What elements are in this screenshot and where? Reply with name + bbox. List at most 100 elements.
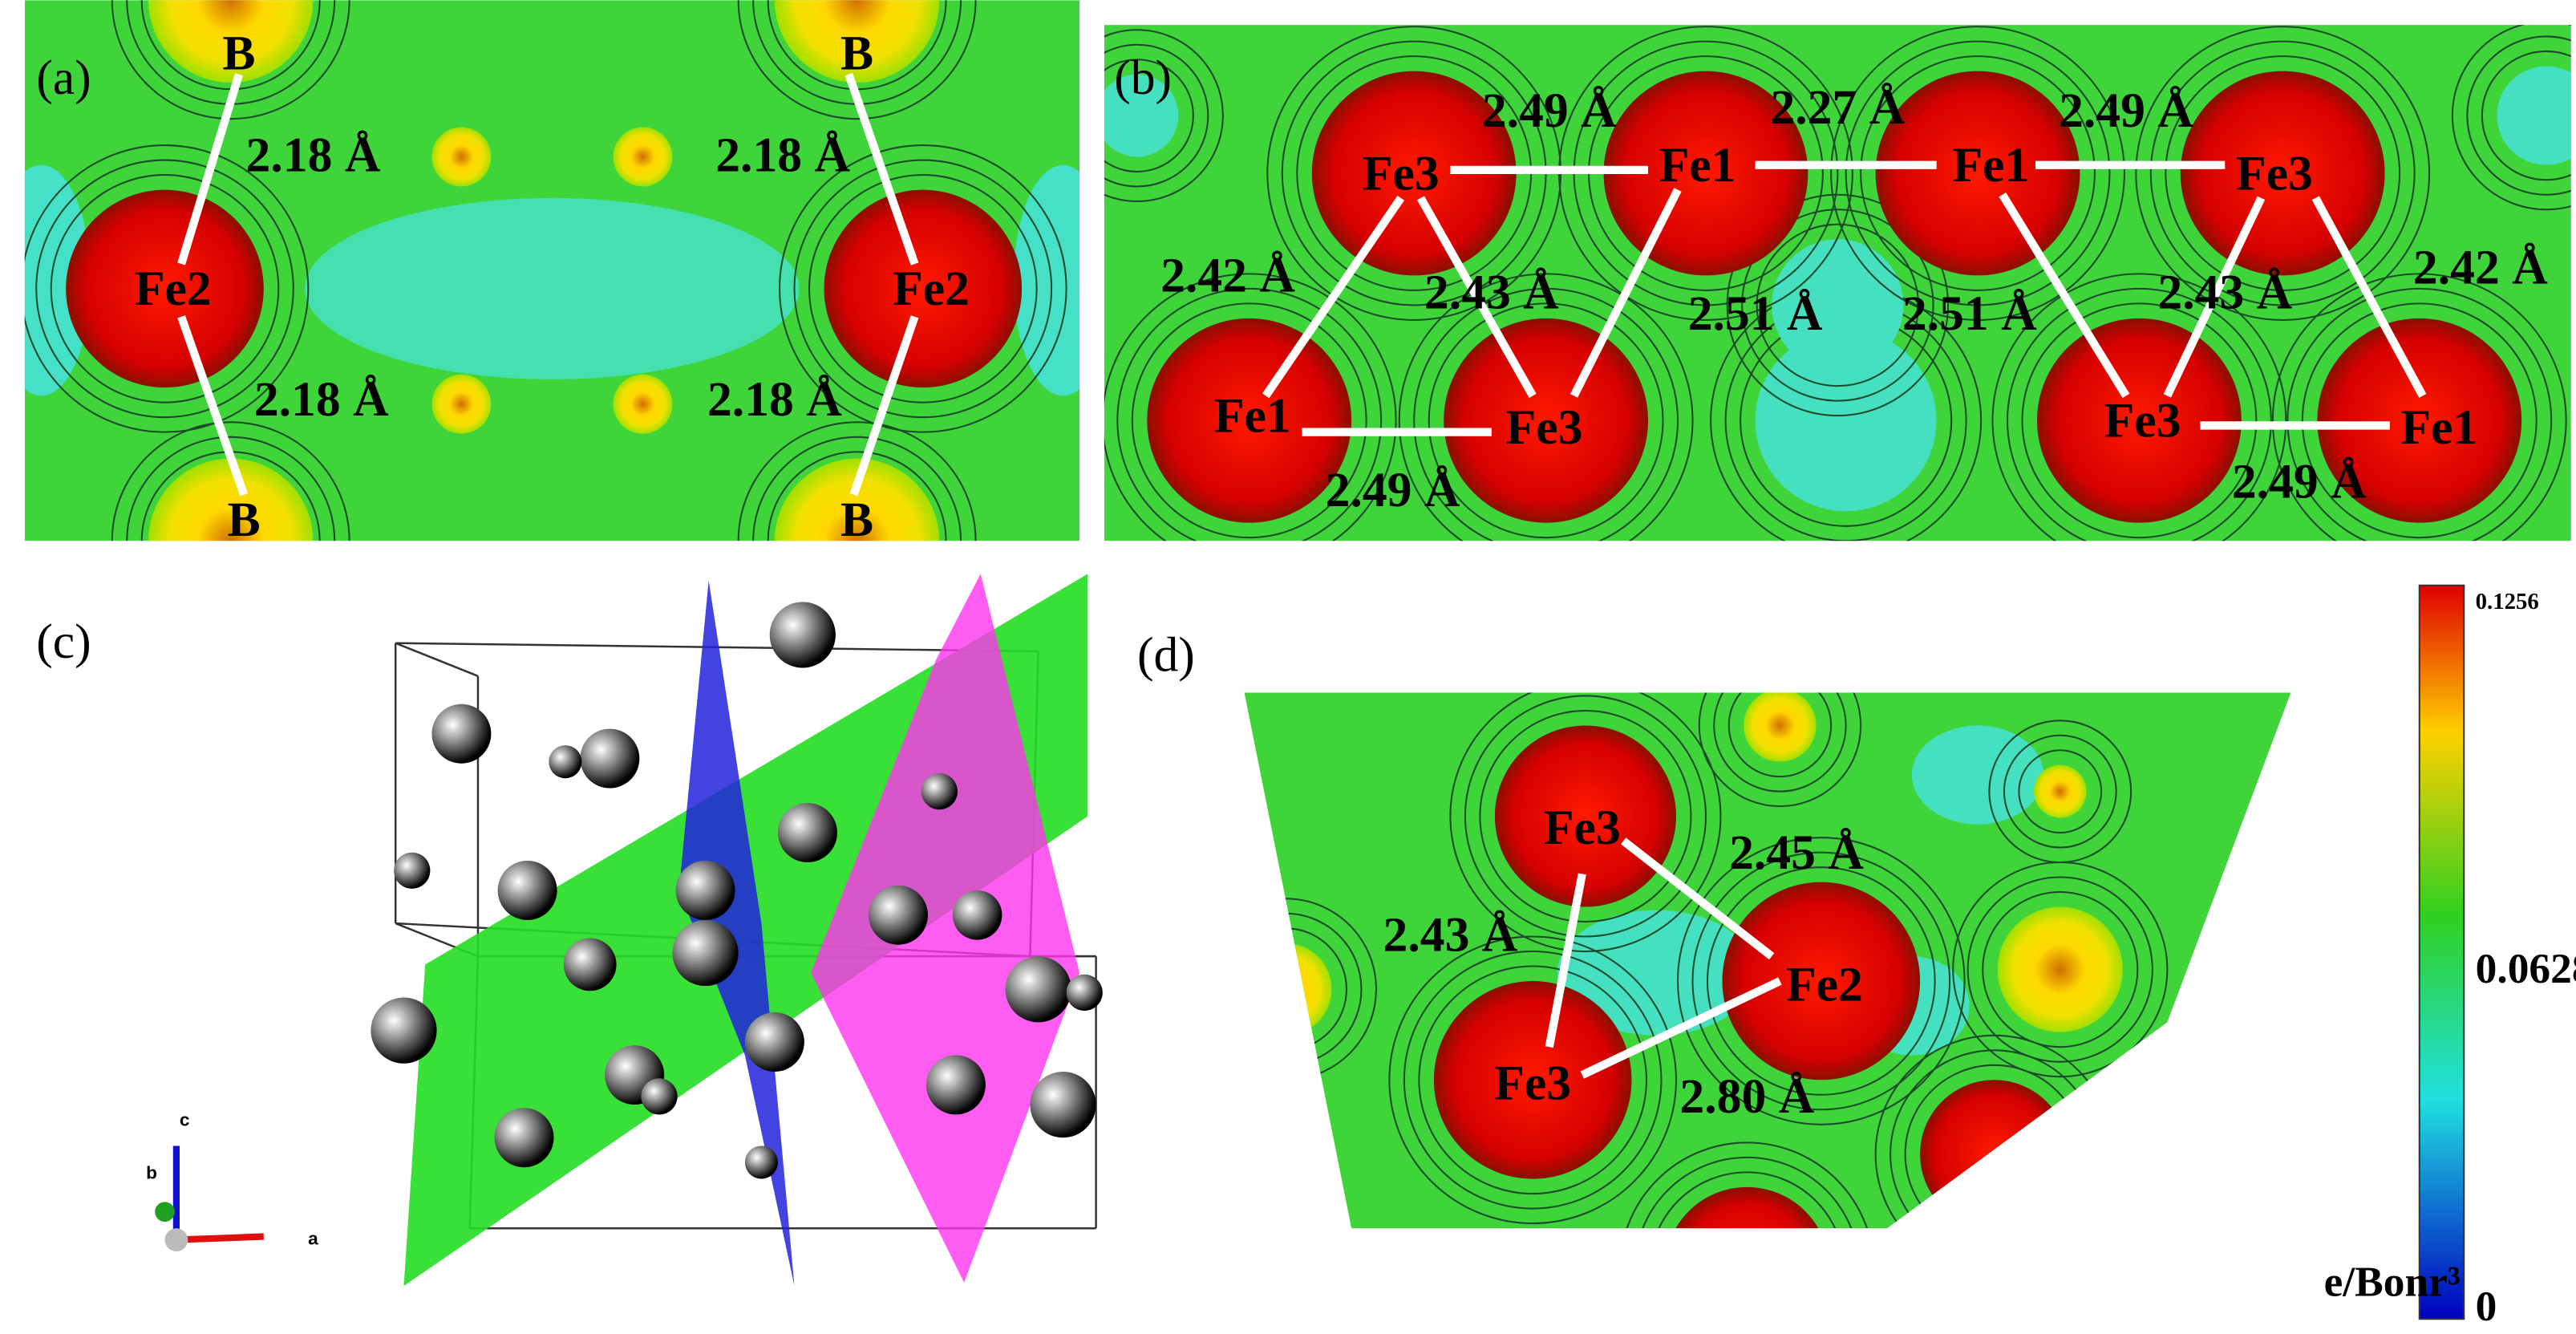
bond <box>177 73 243 266</box>
density-blob <box>1875 71 2080 276</box>
contour <box>808 174 1038 403</box>
contour <box>2271 273 2567 541</box>
contour <box>1131 302 1367 539</box>
label: Fe1 <box>1214 388 1291 443</box>
contour <box>1388 935 1677 1225</box>
plane <box>678 580 795 1287</box>
contour <box>1698 692 1862 808</box>
contour <box>1845 40 2111 306</box>
cell-edge <box>395 642 479 677</box>
label: 0.0628 <box>2476 944 2576 992</box>
contour <box>1418 965 1647 1195</box>
plane <box>811 574 1080 1283</box>
contour <box>1449 692 1722 953</box>
density-blob <box>1494 725 1676 907</box>
label: Fe1 <box>2401 400 2478 455</box>
atom <box>497 860 557 920</box>
contour <box>1830 26 2125 321</box>
atom <box>563 938 617 991</box>
label: 2.27 Å <box>1770 80 1905 135</box>
panel-label: (d) <box>1137 627 1195 682</box>
contour <box>1727 692 1833 778</box>
contour <box>1104 29 1224 202</box>
contour <box>1479 709 1692 923</box>
contour <box>2481 50 2571 181</box>
contour <box>24 144 310 433</box>
contour <box>1104 273 1397 541</box>
atom <box>580 728 640 789</box>
atom <box>371 997 437 1064</box>
contour <box>2021 302 2258 539</box>
label: Fe2 <box>1786 957 1863 1012</box>
atom <box>952 890 1002 940</box>
atom <box>431 703 492 764</box>
panel-label: (b) <box>1114 51 1172 105</box>
density-blob <box>1433 980 1632 1179</box>
contour <box>1756 223 1920 387</box>
contour <box>1413 287 1679 541</box>
atom <box>744 1012 804 1072</box>
low-density <box>1013 164 1080 396</box>
label: Fe3 <box>1363 146 1440 201</box>
label: Fe3 <box>1544 801 1621 855</box>
label: b <box>146 1162 157 1182</box>
contour <box>111 421 350 541</box>
label: a <box>308 1229 318 1249</box>
label: Fe2 <box>893 262 970 316</box>
contour <box>778 144 1067 433</box>
bond <box>1999 193 2130 399</box>
bond <box>2163 196 2266 398</box>
density-blob <box>431 127 492 187</box>
bond <box>1262 195 1405 399</box>
density-blob <box>774 0 940 83</box>
contour <box>1116 287 1383 541</box>
contour <box>1428 302 1664 539</box>
contour <box>737 0 977 120</box>
atom <box>641 1078 678 1115</box>
density-blob <box>1997 906 2123 1032</box>
low-density <box>1557 910 1756 1036</box>
label: 2.43 Å <box>1383 908 1518 963</box>
label: Fe1 <box>1659 138 1736 193</box>
contour <box>2301 302 2538 539</box>
contour <box>1619 1141 1875 1229</box>
contour <box>1676 837 1966 1125</box>
bond <box>1621 837 1775 960</box>
density-blob <box>1722 882 1921 1081</box>
low-density <box>24 164 91 396</box>
atom <box>1005 956 1071 1023</box>
label: 2.51 Å <box>1688 286 1823 341</box>
contour <box>2007 287 2272 541</box>
contour <box>1464 695 1707 938</box>
bond <box>2311 196 2427 398</box>
contour <box>2466 35 2571 196</box>
low-density <box>1755 330 1937 512</box>
label: 2.49 Å <box>2232 455 2367 509</box>
label: B <box>222 26 255 80</box>
contour <box>737 421 977 541</box>
panel-a <box>24 0 1080 541</box>
label: 2.49 Å <box>1326 463 1460 517</box>
label: 2.18 Å <box>254 372 389 427</box>
bond <box>844 73 919 266</box>
contour <box>793 159 1053 419</box>
contour <box>1726 193 1950 417</box>
density-blob <box>2317 318 2522 523</box>
contour <box>752 436 962 541</box>
atom <box>675 860 735 920</box>
contour <box>1104 59 1194 172</box>
contour <box>1104 43 1209 188</box>
contour <box>2165 55 2401 291</box>
label: Fe1 <box>1953 138 2030 193</box>
density-blob <box>2037 318 2242 523</box>
atom <box>1030 1072 1096 1138</box>
contour <box>2286 287 2553 541</box>
density-blob <box>613 127 673 187</box>
atom <box>744 1145 778 1179</box>
panel-d <box>1244 692 2291 1229</box>
atom <box>672 919 739 987</box>
label: 0 <box>2476 1282 2497 1330</box>
label: 2.49 Å <box>2059 83 2193 138</box>
density-blob <box>2033 764 2087 818</box>
